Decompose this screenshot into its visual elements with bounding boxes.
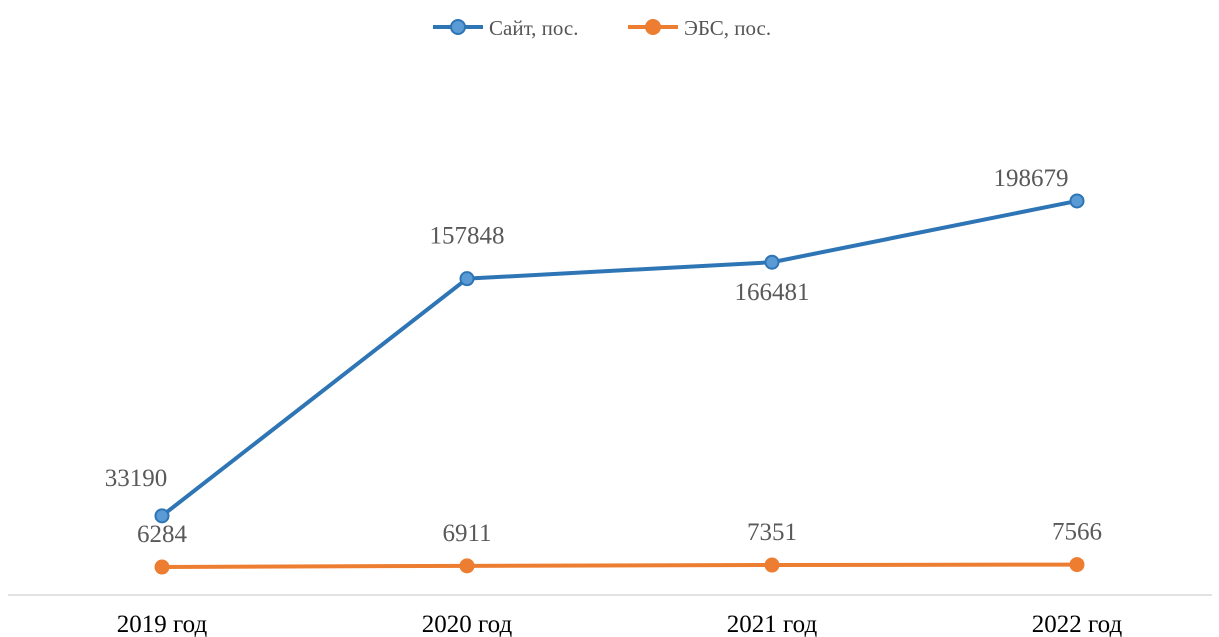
x-tick-label: 2020 год (422, 611, 513, 637)
legend-label-site: Сайт, пос. (489, 16, 579, 40)
data-point-ebs (459, 558, 475, 574)
data-label-ebs: 7351 (747, 519, 797, 546)
x-tick-label: 2021 год (727, 611, 818, 637)
data-label-site: 33190 (105, 465, 168, 492)
legend: Сайт, пос. ЭБС, пос. (433, 16, 771, 40)
x-axis-ticks: 2019 год 2020 год 2021 год 2022 год (117, 611, 1123, 637)
data-label-ebs: 6911 (442, 520, 491, 547)
data-labels-site: 33190 157848 166481 198679 (105, 165, 1069, 492)
x-tick-label: 2022 год (1032, 611, 1123, 637)
data-label-ebs: 7566 (1052, 519, 1102, 546)
series-line-ebs (161, 562, 1078, 570)
data-label-site: 198679 (994, 165, 1069, 192)
legend-item-ebs: ЭБС, пос. (628, 16, 771, 40)
data-point-ebs (1069, 557, 1085, 573)
data-point-site (1069, 193, 1085, 209)
data-point-site (154, 508, 170, 524)
data-label-site: 157848 (430, 223, 505, 250)
data-point-ebs (764, 557, 780, 573)
legend-item-site: Сайт, пос. (433, 16, 579, 40)
x-tick-label: 2019 год (117, 611, 208, 637)
data-point-site (764, 254, 780, 270)
data-point-site (459, 271, 475, 287)
data-label-ebs: 6284 (137, 521, 188, 548)
legend-marker-ebs (645, 19, 661, 35)
series-markers-ebs (154, 557, 1085, 575)
data-labels-ebs: 6284 6911 7351 7566 (137, 519, 1102, 548)
data-point-ebs (154, 559, 170, 575)
series-line-site (160, 199, 1078, 518)
legend-label-ebs: ЭБС, пос. (684, 16, 771, 40)
series-markers-site (154, 193, 1085, 524)
legend-marker-site (450, 19, 466, 35)
data-label-site: 166481 (735, 279, 810, 306)
